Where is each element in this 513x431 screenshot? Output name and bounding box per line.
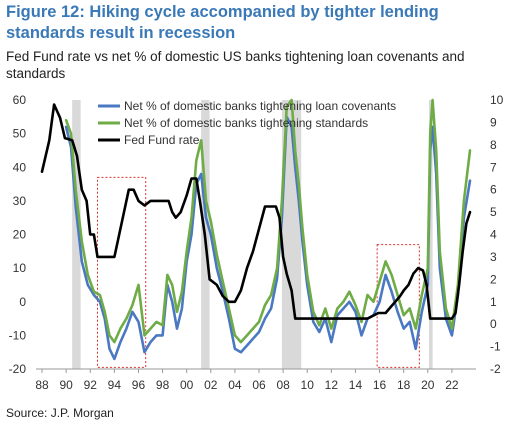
series-lines [40, 98, 472, 361]
axes: 88 90 92 94 96 98 00 02 04 06 08 10 12 14 16 18 20 22-20-… [9, 93, 504, 392]
y-right-tick-label: 6 [490, 183, 497, 197]
y-right-tick-label: 5 [490, 205, 497, 219]
legend-label: Net % of domestic banks tightening loan … [124, 99, 396, 113]
x-tick-label: 10 [301, 378, 315, 392]
y-left-tick-label: 40 [13, 160, 27, 174]
x-tick-label: 96 [132, 378, 146, 392]
x-tick-label: 08 [276, 378, 290, 392]
legend-label: Fed Fund rate [124, 133, 200, 147]
legend: Net % of domestic banks tightening loan … [98, 99, 396, 147]
y-right-tick-label: 7 [490, 160, 497, 174]
x-tick-label: 04 [228, 378, 242, 392]
x-tick-label: 98 [156, 378, 170, 392]
y-right-tick-label: 10 [490, 93, 504, 107]
recession-band [428, 100, 433, 369]
legend-label: Net % of domestic banks tightening stand… [124, 116, 368, 130]
y-right-tick-label: 0 [490, 317, 497, 331]
y-right-tick-label: -2 [490, 362, 501, 376]
y-left-tick-label: -20 [9, 362, 27, 376]
y-right-tick-label: 1 [490, 295, 497, 309]
x-tick-label: 12 [325, 378, 339, 392]
y-left-tick-label: 50 [13, 127, 27, 141]
x-tick-label: 06 [252, 378, 266, 392]
series-line-fed-fund-rate [40, 103, 472, 320]
figure-title: Figure 12: Hiking cycle accompanied by t… [6, 3, 439, 42]
x-tick-label: 22 [445, 378, 459, 392]
x-tick-label: 90 [59, 378, 73, 392]
x-tick-label: 92 [84, 378, 98, 392]
highlight-box [376, 244, 420, 368]
y-right-tick-label: 8 [490, 138, 497, 152]
y-left-tick-label: 0 [19, 295, 26, 309]
y-right-tick-label: 9 [490, 115, 497, 129]
y-left-tick-label: 20 [13, 228, 27, 242]
y-left-tick-label: 10 [13, 261, 27, 275]
y-left-tick-label: 60 [13, 93, 27, 107]
y-right-tick-label: 3 [490, 250, 497, 264]
x-tick-label: 14 [349, 378, 363, 392]
y-right-tick-label: 2 [490, 272, 497, 286]
figure-subtitle: Fed Fund rate vs net % of domestic US ba… [6, 49, 465, 81]
y-left-tick-label: -10 [9, 328, 27, 342]
x-tick-label: 16 [373, 378, 387, 392]
x-tick-label: 20 [421, 378, 435, 392]
x-tick-label: 00 [180, 378, 194, 392]
x-tick-label: 18 [397, 378, 411, 392]
recession-band [72, 100, 81, 369]
y-left-tick-label: 30 [13, 194, 27, 208]
x-tick-label: 94 [108, 378, 122, 392]
highlight-box [96, 176, 147, 368]
y-right-tick-label: -1 [490, 340, 501, 354]
x-tick-label: 02 [204, 378, 218, 392]
source-note: Source: J.P. Morgan [6, 406, 114, 420]
y-right-tick-label: 4 [490, 228, 497, 242]
series-line-tightening-standards [64, 98, 472, 344]
x-tick-label: 88 [35, 378, 49, 392]
series-line-loan-covenants [64, 115, 472, 361]
